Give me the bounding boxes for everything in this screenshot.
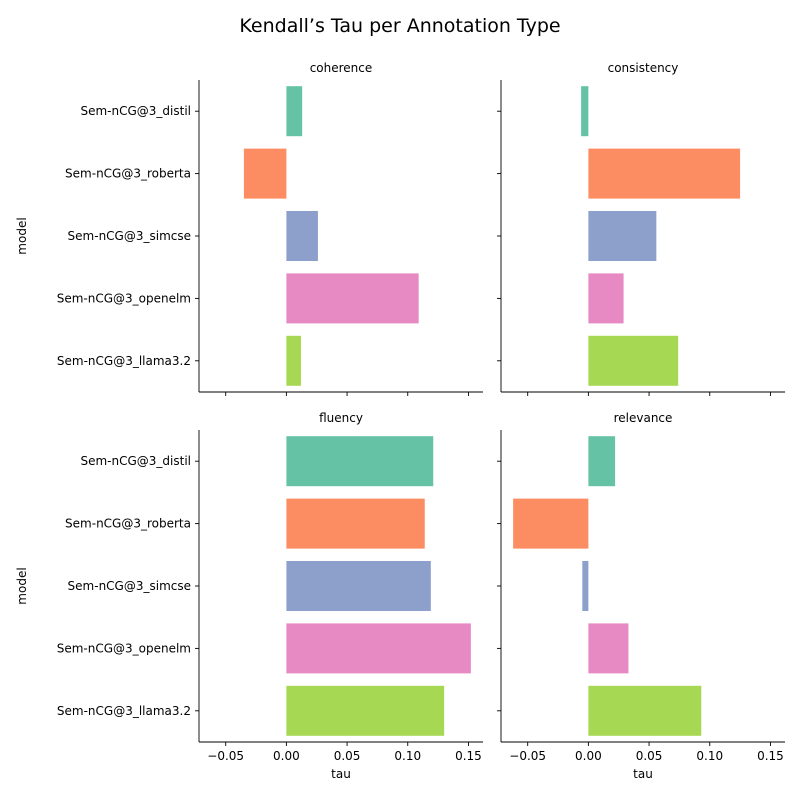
- panel-title: relevance: [614, 411, 673, 425]
- bar: [286, 273, 419, 324]
- x-tick-label: 0.00: [575, 749, 602, 763]
- x-tick-label: 0.15: [455, 749, 482, 763]
- bar: [581, 86, 589, 137]
- y-tick-label: Sem-nCG@3_roberta: [65, 167, 191, 181]
- panel-fluency: fluency Sem-nCG@3_distil Sem-nCG@3_roberta…: [15, 411, 483, 781]
- x-tick-label: 0.05: [636, 749, 663, 763]
- bar: [588, 685, 702, 736]
- bar: [243, 148, 287, 199]
- panel-consistency: consistency: [497, 61, 785, 396]
- bar: [588, 335, 679, 386]
- x-axis-label: tau: [331, 767, 351, 781]
- y-tick-label: Sem-nCG@3_llama3.2: [57, 704, 191, 718]
- x-tick-label: −0.05: [207, 749, 244, 763]
- bar: [588, 211, 657, 261]
- panel-coherence: coherence Sem-nCG@3_distil Sem-nCG@3_rober…: [15, 61, 483, 396]
- bar: [286, 335, 301, 386]
- chart-title: Kendall’s Tau per Annotation Type: [239, 15, 560, 37]
- bar: [286, 436, 434, 487]
- bar: [286, 86, 303, 137]
- x-tick-label: −0.05: [509, 749, 546, 763]
- y-axis-label: model: [15, 567, 29, 604]
- panel-relevance: relevance −0.05 0.00 0.05 0.10 0.15 tau: [497, 411, 785, 781]
- y-tick-label: Sem-nCG@3_openelm: [57, 291, 191, 305]
- y-tick-label: Sem-nCG@3_simcse: [68, 229, 191, 243]
- bar: [286, 498, 425, 549]
- bar: [513, 498, 589, 549]
- panels-group: coherence Sem-nCG@3_distil Sem-nCG@3_rober…: [15, 61, 785, 781]
- x-tick-label: 0.15: [757, 749, 784, 763]
- bar: [286, 211, 318, 261]
- x-tick-label: 0.00: [273, 749, 300, 763]
- x-axis-label: tau: [633, 767, 653, 781]
- bar: [588, 436, 616, 487]
- x-tick-label: 0.10: [696, 749, 723, 763]
- bar: [286, 685, 445, 736]
- panel-title: consistency: [608, 61, 679, 75]
- bar: [588, 623, 629, 674]
- bar: [582, 561, 589, 611]
- bar: [588, 148, 741, 199]
- panel-title: fluency: [319, 411, 363, 425]
- panel-title: coherence: [310, 61, 373, 75]
- x-tick-label: 0.05: [334, 749, 361, 763]
- x-tick-label: 0.10: [394, 749, 421, 763]
- y-tick-label: Sem-nCG@3_llama3.2: [57, 354, 191, 368]
- y-axis-label: model: [15, 217, 29, 254]
- bar: [286, 623, 471, 674]
- y-tick-label: Sem-nCG@3_openelm: [57, 641, 191, 655]
- bar: [588, 273, 624, 324]
- bar: [286, 561, 431, 611]
- y-tick-label: Sem-nCG@3_simcse: [68, 579, 191, 593]
- y-tick-label: Sem-nCG@3_distil: [80, 454, 191, 468]
- y-tick-label: Sem-nCG@3_distil: [80, 104, 191, 118]
- y-tick-label: Sem-nCG@3_roberta: [65, 517, 191, 531]
